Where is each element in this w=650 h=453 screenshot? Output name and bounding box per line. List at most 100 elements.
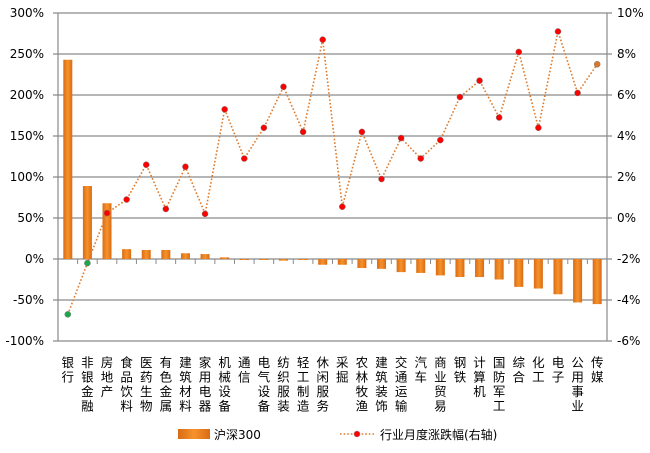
bar-公用事业 <box>573 259 583 303</box>
right-tick-label: 8% <box>617 47 636 61</box>
bar-钢铁 <box>455 259 465 278</box>
category-label: 有色金属 <box>160 355 173 414</box>
left-tick-label: 300% <box>10 6 44 20</box>
category-label: 建筑材料 <box>179 355 192 414</box>
category-label: 钢铁 <box>454 355 467 385</box>
bar-机械设备 <box>220 257 230 259</box>
left-tick-label: 100% <box>10 170 44 184</box>
bar-轻工制造 <box>298 259 308 260</box>
point-银行 <box>64 311 72 318</box>
line-series <box>64 28 601 318</box>
point-汽车 <box>417 155 424 162</box>
bar-建筑装饰 <box>377 259 387 269</box>
category-label: 机械设备 <box>218 355 231 414</box>
bar-建筑材料 <box>180 253 190 259</box>
category-label: 农林牧渔 <box>356 355 369 414</box>
bar-series <box>63 59 602 305</box>
point-商业贸易 <box>437 136 444 144</box>
category-label: 综合 <box>513 355 526 385</box>
left-tick-label: 150% <box>10 129 44 143</box>
category-label: 建筑装饰 <box>375 355 388 414</box>
category-label: 电气设备 <box>258 355 271 414</box>
point-公用事业 <box>574 89 581 97</box>
bar-银行 <box>63 59 73 259</box>
category-label: 国防军工 <box>493 355 506 414</box>
left-tick-label: 50% <box>17 211 44 225</box>
point-非银金融 <box>84 259 91 267</box>
point-电子 <box>554 28 562 35</box>
bar-商业贸易 <box>435 259 445 276</box>
right-tick-label: 10% <box>617 6 644 20</box>
point-计算机 <box>476 77 483 84</box>
bar-医药生物 <box>141 249 151 259</box>
legend: 沪深300 行业月度涨跌幅(右轴) <box>178 427 497 442</box>
point-化工 <box>535 124 542 132</box>
bar-非银金融 <box>82 186 92 259</box>
bar-交通运输 <box>396 259 406 273</box>
point-建筑装饰 <box>378 175 385 183</box>
category-label: 家用电器 <box>199 355 212 414</box>
point-机械设备 <box>221 106 228 113</box>
point-休闲服务 <box>319 36 326 43</box>
legend-line-label: 行业月度涨跌幅(右轴) <box>380 427 497 442</box>
bar-国防军工 <box>494 259 504 280</box>
legend-line-marker <box>353 430 361 438</box>
point-医药生物 <box>142 161 150 168</box>
point-钢铁 <box>456 93 464 101</box>
category-label: 公用事业 <box>571 355 584 414</box>
point-国防军工 <box>495 114 503 121</box>
category-label: 电子 <box>552 355 565 385</box>
right-tick-label: -2% <box>617 252 640 266</box>
bar-电子 <box>553 259 563 295</box>
category-label: 交通运输 <box>395 355 408 414</box>
legend-bar-label: 沪深300 <box>214 428 261 442</box>
left-axis-ticks: -100% -50% 0% 50% 100% 150% 200% 250% 300% <box>5 6 44 348</box>
bar-电气设备 <box>259 259 269 260</box>
category-label: 轻工制造 <box>297 355 310 414</box>
category-label: 传媒 <box>591 355 604 385</box>
gridlines <box>53 12 612 342</box>
right-tick-label: -4% <box>617 293 640 307</box>
point-房地产 <box>103 209 111 217</box>
category-label: 通信 <box>238 355 251 385</box>
point-采掘 <box>339 203 346 210</box>
category-label: 银行 <box>62 355 75 385</box>
point-农林牧渔 <box>358 128 366 136</box>
legend-bar-swatch <box>178 429 210 439</box>
point-电气设备 <box>260 124 268 132</box>
right-tick-label: 4% <box>617 129 636 143</box>
right-tick-label: 0% <box>617 211 636 225</box>
left-tick-label: 200% <box>10 88 44 102</box>
point-轻工制造 <box>299 128 307 136</box>
right-tick-label: 6% <box>617 88 636 102</box>
bar-农林牧渔 <box>357 259 367 269</box>
category-label: 商业贸易 <box>434 355 447 414</box>
category-label: 计算机 <box>473 355 486 399</box>
category-label: 非银金融 <box>81 355 94 414</box>
category-label: 房地产 <box>101 355 114 399</box>
category-label: 采掘 <box>336 355 349 385</box>
category-label: 休闲服务 <box>316 355 329 414</box>
bar-有色金属 <box>161 249 171 259</box>
right-axis-ticks: -6% -4% -2% 0% 2% 4% 6% 8% 10% <box>617 6 644 348</box>
category-label: 纺织服装 <box>277 355 290 414</box>
right-tick-label: -6% <box>617 334 640 348</box>
bar-综合 <box>514 259 524 287</box>
category-label: 食品饮料 <box>120 355 133 414</box>
category-label: 化工 <box>532 355 545 385</box>
category-label: 汽车 <box>414 355 427 385</box>
bar-食品饮料 <box>122 249 132 259</box>
bar-休闲服务 <box>318 259 328 265</box>
category-labels: 银行非银金融房地产食品饮料医药生物有色金属建筑材料家用电器机械设备通信电气设备纺… <box>62 355 604 414</box>
category-label: 医药生物 <box>140 355 153 414</box>
bar-化工 <box>533 259 543 289</box>
left-tick-label: 0% <box>25 252 44 266</box>
left-tick-label: -100% <box>5 334 44 348</box>
point-建筑材料 <box>182 163 189 170</box>
right-tick-label: 2% <box>617 170 636 184</box>
bar-计算机 <box>475 259 485 278</box>
bar-传媒 <box>592 259 602 305</box>
bar-房地产 <box>102 203 112 259</box>
point-食品饮料 <box>123 196 130 203</box>
